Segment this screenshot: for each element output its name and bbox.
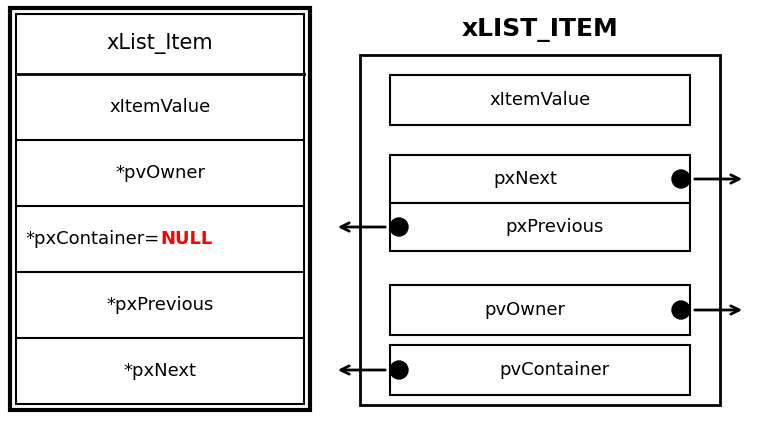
Circle shape	[390, 218, 408, 236]
Circle shape	[672, 301, 690, 319]
Bar	[16, 14, 304, 404]
Circle shape	[672, 170, 690, 188]
Bar	[390, 345, 690, 395]
Text: *pxPrevious: *pxPrevious	[107, 296, 214, 314]
Bar	[10, 8, 310, 410]
Bar	[390, 75, 690, 125]
Bar	[390, 203, 690, 251]
Text: pvContainer: pvContainer	[500, 361, 610, 379]
Text: xItemValue: xItemValue	[489, 91, 590, 109]
Text: pxNext: pxNext	[493, 170, 557, 188]
Text: pvOwner: pvOwner	[485, 301, 565, 319]
Text: xItemValue: xItemValue	[110, 98, 211, 116]
Text: xList_Item: xList_Item	[107, 33, 213, 54]
Text: *pxContainer=: *pxContainer=	[26, 230, 160, 248]
Text: *pvOwner: *pvOwner	[115, 164, 205, 182]
Text: NULL: NULL	[160, 230, 212, 248]
Bar	[390, 285, 690, 335]
Text: *pxNext: *pxNext	[124, 362, 197, 380]
Bar	[360, 55, 720, 405]
Bar	[390, 155, 690, 203]
Text: pxPrevious: pxPrevious	[506, 218, 604, 236]
Circle shape	[390, 361, 408, 379]
Text: xLIST_ITEM: xLIST_ITEM	[462, 18, 619, 42]
